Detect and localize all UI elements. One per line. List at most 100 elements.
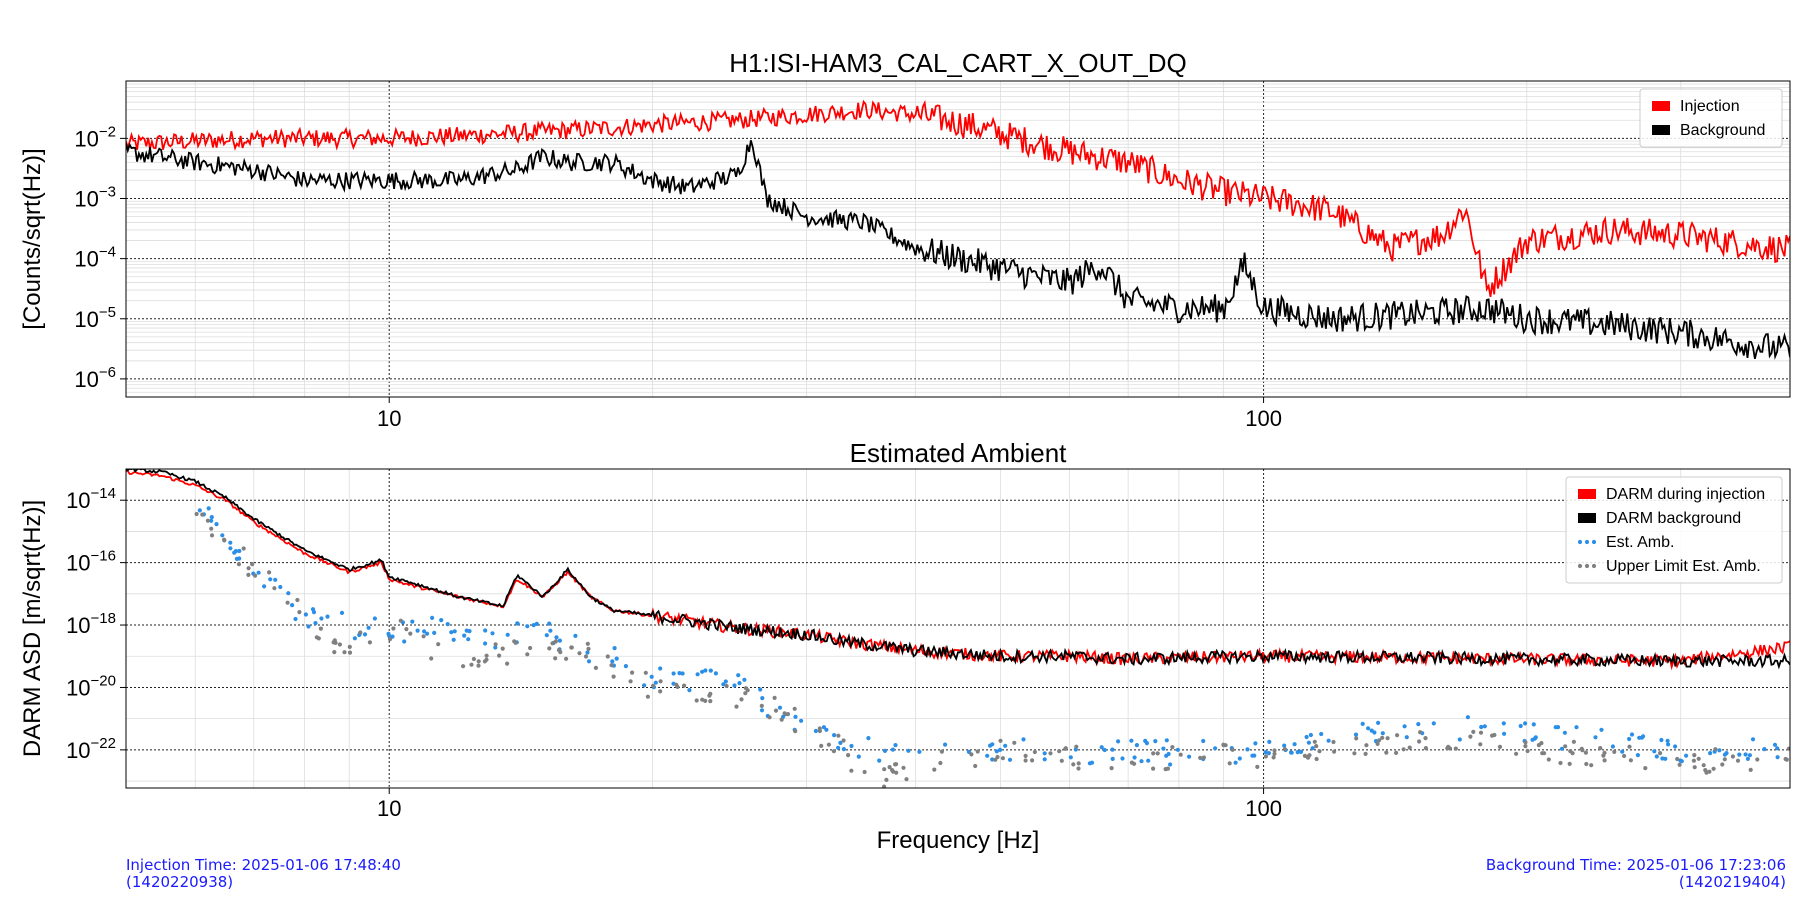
y-tick-label: 10−20 xyxy=(66,672,116,700)
data-point xyxy=(1102,747,1107,753)
data-point xyxy=(1602,750,1607,756)
data-point xyxy=(779,717,784,722)
data-point xyxy=(1775,746,1780,751)
data-point xyxy=(1263,754,1268,759)
y-tick-label: 10−16 xyxy=(66,548,116,576)
data-point xyxy=(687,688,692,693)
data-point xyxy=(1660,756,1665,761)
data-point xyxy=(1555,725,1561,730)
data-point xyxy=(531,623,536,628)
data-point xyxy=(1146,758,1151,763)
data-point xyxy=(573,633,578,639)
data-point xyxy=(232,550,237,555)
data-point xyxy=(331,640,336,645)
data-point xyxy=(490,631,495,636)
data-point xyxy=(553,656,558,661)
data-point xyxy=(1539,741,1544,746)
data-point xyxy=(1354,736,1359,741)
data-point xyxy=(476,659,481,664)
data-point xyxy=(1654,754,1659,759)
legend-marker xyxy=(1577,563,1583,569)
data-point xyxy=(799,718,804,723)
data-point xyxy=(901,765,906,770)
data-point xyxy=(695,672,700,677)
data-point xyxy=(742,677,747,682)
data-point xyxy=(1747,753,1752,758)
data-point xyxy=(432,630,437,636)
data-point xyxy=(1643,766,1648,771)
data-point xyxy=(623,664,629,669)
data-point xyxy=(1627,736,1632,742)
data-point xyxy=(337,642,342,647)
data-point xyxy=(846,753,851,758)
data-point xyxy=(610,659,615,664)
data-point xyxy=(1453,746,1458,751)
data-point xyxy=(586,646,591,652)
data-point xyxy=(1377,738,1382,743)
data-point xyxy=(1363,751,1368,757)
data-point xyxy=(342,650,347,655)
data-point xyxy=(250,562,255,567)
data-point xyxy=(792,706,797,711)
data-point xyxy=(1306,740,1311,745)
data-point xyxy=(1775,755,1780,760)
data-point xyxy=(1178,752,1183,757)
data-point xyxy=(319,616,324,621)
legend-label: Background xyxy=(1680,122,1765,139)
y-tick-label: 10−2 xyxy=(74,123,116,151)
data-point xyxy=(547,621,552,626)
data-point xyxy=(1175,747,1180,752)
data-point xyxy=(593,665,599,671)
data-point xyxy=(832,733,837,738)
x-tick-label: 10 xyxy=(377,796,401,821)
data-point xyxy=(220,533,225,538)
legend-marker xyxy=(1591,539,1597,545)
data-point xyxy=(739,697,744,702)
data-point xyxy=(612,646,617,651)
data-point xyxy=(314,635,319,640)
data-point xyxy=(849,743,854,749)
data-point xyxy=(882,767,887,772)
data-point xyxy=(268,577,273,582)
data-point xyxy=(1289,750,1294,755)
data-point xyxy=(469,662,474,667)
data-point xyxy=(1237,756,1242,761)
data-point xyxy=(1570,751,1575,756)
data-point xyxy=(404,627,409,632)
data-point xyxy=(759,703,764,709)
data-point xyxy=(1308,732,1313,738)
data-point xyxy=(1170,745,1175,750)
data-point xyxy=(975,749,980,754)
data-point xyxy=(493,645,498,650)
data-point xyxy=(1530,737,1535,742)
data-point xyxy=(737,681,742,686)
data-point xyxy=(585,650,590,655)
data-point xyxy=(332,650,337,655)
data-point xyxy=(671,671,676,676)
data-point xyxy=(386,631,391,637)
data-point xyxy=(1198,755,1203,761)
data-point xyxy=(525,624,530,629)
data-point xyxy=(1042,757,1047,762)
data-point xyxy=(1696,756,1701,761)
data-point xyxy=(703,668,708,673)
data-point xyxy=(990,757,995,762)
data-point xyxy=(362,632,368,637)
data-point xyxy=(1272,751,1277,756)
data-point xyxy=(831,749,837,754)
x-tick-label: 100 xyxy=(1245,796,1282,821)
data-point xyxy=(306,624,311,629)
data-point xyxy=(466,637,471,642)
data-point xyxy=(813,728,819,734)
data-point xyxy=(483,628,488,633)
data-point xyxy=(649,674,654,679)
data-point xyxy=(209,518,214,523)
data-point xyxy=(1134,743,1139,748)
data-point xyxy=(484,653,489,658)
data-point xyxy=(824,727,829,732)
data-point xyxy=(1533,735,1538,740)
data-point xyxy=(1310,746,1315,751)
data-point xyxy=(1151,766,1156,771)
data-point xyxy=(200,512,205,517)
grid xyxy=(125,468,1791,788)
